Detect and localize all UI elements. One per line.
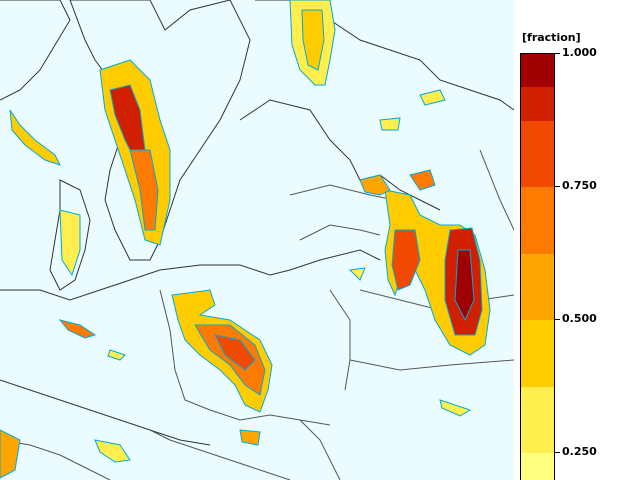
colorbar-tick-label: 0.250: [562, 445, 597, 458]
colorbar-tick: [555, 319, 560, 320]
map-canvas: [0, 0, 514, 480]
fraction-fields: [0, 0, 491, 479]
colorbar-segment: [521, 120, 554, 187]
colorbar-segment: [521, 87, 554, 121]
colorbar-segment: [521, 320, 554, 387]
colorbar-segment: [521, 253, 554, 320]
colorbar-tick-label: 1.000: [562, 46, 597, 59]
colorbar-tick: [555, 53, 560, 54]
colorbar-segment: [521, 453, 554, 480]
colorbar-segment: [521, 187, 554, 254]
colorbar-tick: [555, 186, 560, 187]
legend: [fraction] 1.000 0.750 0.500 0.250: [514, 0, 640, 480]
legend-unit-label: [fraction]: [522, 31, 581, 44]
colorbar: [520, 53, 555, 480]
colorbar-tick-label: 0.750: [562, 179, 597, 192]
country-borders: [0, 149, 514, 480]
colorbar-segment: [521, 54, 554, 88]
colorbar-segment: [521, 386, 554, 453]
fraction-map: [0, 0, 514, 480]
colorbar-tick-label: 0.500: [562, 312, 597, 325]
colorbar-tick: [555, 452, 560, 453]
